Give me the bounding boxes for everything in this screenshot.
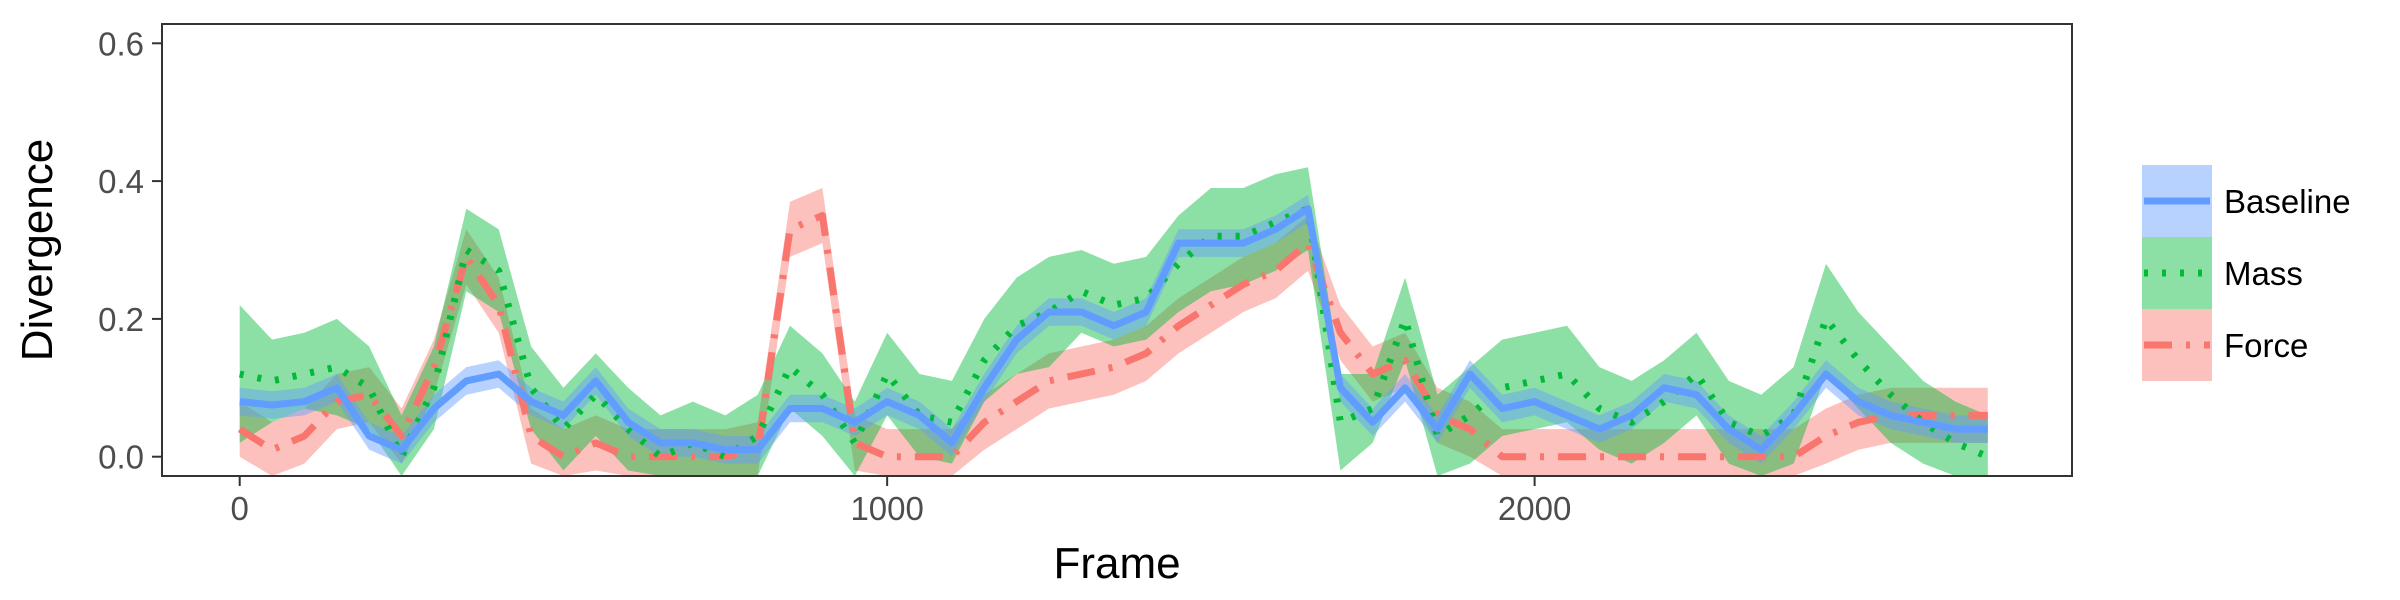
y-axis-title: Divergence — [13, 139, 62, 362]
legend-label-force: Force — [2224, 327, 2308, 364]
x-axis-title: Frame — [1053, 539, 1180, 588]
y-tick-label: 0.0 — [98, 439, 144, 476]
legend: Baseline Mass Force — [2142, 165, 2351, 381]
x-tick-label: 0 — [231, 490, 249, 527]
ci-band-mass — [239, 167, 1988, 477]
series-lines — [237, 205, 1990, 461]
x-tick-label: 1000 — [850, 490, 923, 527]
y-tick-label: 0.6 — [98, 25, 144, 62]
y-tick-label: 0.4 — [98, 163, 144, 200]
legend-label-mass: Mass — [2224, 255, 2303, 292]
x-tick-label: 2000 — [1498, 490, 1571, 527]
legend-label-baseline: Baseline — [2224, 183, 2351, 220]
y-tick-label: 0.2 — [98, 301, 144, 338]
y-axis: 0.0 0.2 0.4 0.6 — [98, 25, 162, 476]
series-line-force — [237, 212, 1988, 461]
x-axis: 0 1000 2000 — [231, 476, 1571, 527]
series-line-baseline — [239, 205, 1988, 454]
plot-panel-border — [161, 23, 2073, 477]
